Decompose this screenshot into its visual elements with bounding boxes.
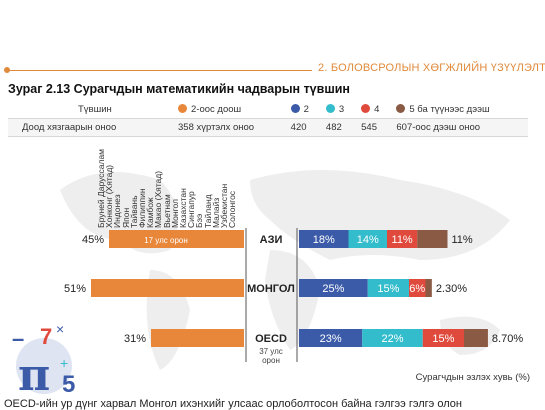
level-cell: 2 [286, 101, 322, 119]
bar-segment [425, 279, 432, 297]
level-dot [396, 104, 406, 113]
bar-segment [367, 279, 409, 297]
bar-value-label: 45% [82, 234, 104, 246]
figure-title: Зураг 2.13 Сурагчдын математикийн чадвар… [8, 82, 350, 96]
svg-text:5: 5 [62, 371, 75, 396]
bar-value-label: 15% [377, 283, 399, 295]
levels-row-label: Түвшин [8, 101, 174, 119]
level-label: 2-оос доош [191, 104, 242, 115]
svg-text:π: π [18, 350, 50, 396]
bar-value-label: 14% [357, 234, 379, 246]
scores-row-label: Доод хязгаарын оноо [8, 118, 174, 137]
bar-below-level-2 [109, 230, 244, 248]
bar-segment [417, 230, 448, 248]
bar-value-label: 18% [313, 234, 335, 246]
scores-row: Доод хязгаарын оноо 358 хүртэлх оноо 420… [8, 118, 528, 137]
level-dot [178, 104, 187, 113]
category-note: 17 улс орон [144, 236, 188, 245]
bar-below-level-2 [91, 279, 244, 297]
bar-segment [299, 329, 363, 347]
score-cell: 420 [286, 118, 322, 137]
bar-below-level-2 [151, 329, 244, 347]
bar-value-label: 15% [432, 333, 454, 345]
bar-segment [422, 329, 464, 347]
bar-segment [464, 329, 488, 347]
category-label: АЗИ [260, 234, 283, 246]
level-label: 2 [303, 104, 309, 115]
level-dot [361, 104, 371, 113]
levels-table: Түвшин 2-оос доош 2 3 4 5 ба түүнээс дээ… [8, 101, 528, 137]
level-label: 4 [374, 104, 380, 115]
svg-text:×: × [56, 321, 64, 337]
category-note: 37 улс [259, 347, 283, 356]
score-cell: 607-оос дээш оноо [392, 118, 528, 137]
bar-value-label: 22% [381, 333, 403, 345]
header-rule [6, 70, 312, 71]
level-cell: 3 [321, 101, 358, 119]
svg-text:–: – [12, 326, 24, 351]
bar-value-label: 11% [452, 234, 473, 246]
section-title: 2. БОЛОВСРОЛЫН ХӨГЖЛИЙН ҮЗҮҮЛЭЛТ [318, 62, 545, 74]
level-dot [290, 104, 300, 113]
level-label: 3 [338, 104, 345, 115]
bar-value-label: 2.30% [436, 283, 467, 295]
bar-value-label: 51% [64, 283, 86, 295]
levels-row: Түвшин 2-оос доош 2 3 4 5 ба түүнээс дээ… [8, 101, 528, 119]
bar-value-label: 25% [322, 283, 344, 295]
bar-value-label: 6% [409, 283, 425, 295]
body-text: OECD-ийн ур дүнг харвал Монгол ихэнхийг … [4, 398, 462, 410]
bar-value-label: 11% [392, 234, 413, 246]
level-label: 5 ба түүнээс дээш [409, 104, 490, 115]
level-cell: 4 [357, 101, 393, 119]
level-cell: 2-оос доош [174, 101, 287, 119]
bar-segment [409, 279, 426, 297]
level-cell: 5 ба түүнээс дээш [392, 101, 528, 119]
svg-text:7: 7 [40, 324, 52, 349]
bar-value-label: 23% [320, 333, 342, 345]
x-axis-label: Сурагчдын эзлэх хувь (%) [416, 372, 530, 383]
score-cell: 545 [357, 118, 393, 137]
bar-segment [299, 279, 368, 297]
pi-math-logo: – 7 × π + 5 [12, 321, 75, 396]
category-label: OECD [255, 333, 287, 345]
bar-segment [348, 230, 387, 248]
bar-value-label: 8.70% [492, 333, 523, 345]
category-note: орон [262, 356, 280, 365]
bar-segment [387, 230, 418, 248]
score-cell: 482 [321, 118, 358, 137]
bar-value-label: 31% [124, 333, 146, 345]
bar-segment [299, 230, 349, 248]
bar-segment [362, 329, 423, 347]
svg-text:+: + [60, 355, 68, 371]
score-cell: 358 хүртэлх оноо [174, 118, 287, 137]
category-label: МОНГОЛ [247, 283, 295, 295]
level-dot [325, 104, 335, 113]
